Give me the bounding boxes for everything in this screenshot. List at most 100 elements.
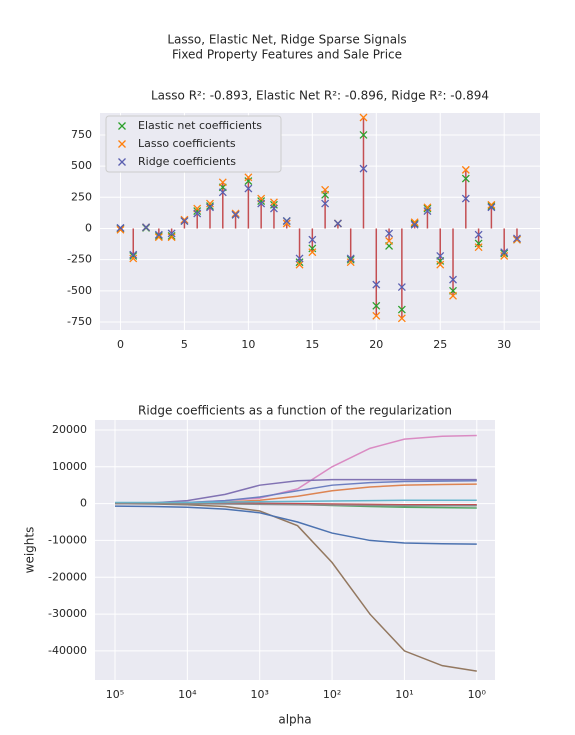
marker-stroke [449, 291, 457, 300]
chart-title: Lasso, Elastic Net, Ridge Sparse Signals [167, 33, 406, 47]
x-tick-label: 10⁵ [106, 688, 124, 701]
point-marker [359, 113, 368, 122]
marker-stroke [500, 248, 509, 257]
point-marker [269, 198, 278, 207]
point-marker [167, 229, 176, 238]
point-marker [129, 254, 138, 263]
marker-stroke [321, 185, 330, 194]
marker-stroke [397, 283, 406, 292]
marker-stroke [321, 199, 330, 208]
marker-stroke [436, 251, 445, 260]
marker-stroke [167, 233, 176, 242]
point-marker [206, 203, 214, 212]
point-marker [385, 236, 394, 245]
point-marker [449, 291, 457, 300]
marker-stroke [385, 236, 394, 245]
y-tick-label: 250 [71, 190, 92, 203]
y-tick-label: -750 [67, 315, 92, 328]
point-marker [257, 197, 266, 206]
x-tick-label: 10 [241, 338, 255, 351]
y-tick-label: 20000 [52, 423, 87, 436]
marker-stroke [359, 130, 368, 139]
legend-box [105, 115, 282, 173]
x-tick-label: 15 [305, 338, 319, 351]
marker-stroke [206, 199, 214, 208]
point-marker [500, 248, 509, 257]
marker-stroke [372, 280, 381, 289]
marker-stroke [257, 197, 266, 206]
point-marker [167, 233, 176, 242]
marker-stroke [500, 249, 509, 258]
marker-stroke [487, 203, 496, 212]
legend-label: Lasso coefficients [138, 137, 236, 150]
y-tick-label: 10000 [52, 460, 87, 473]
x-tick-label: 10¹ [395, 688, 413, 701]
point-marker [116, 223, 125, 232]
point-marker [410, 220, 419, 229]
x-tick-label: 10⁰ [468, 688, 487, 701]
point-marker [513, 235, 521, 244]
point-marker [295, 258, 304, 267]
point-marker [436, 251, 445, 260]
legend-marker [118, 140, 126, 148]
marker-stroke [295, 254, 304, 263]
line [114, 505, 477, 545]
point-marker [308, 248, 317, 257]
point-marker [321, 199, 330, 208]
point-marker [193, 207, 202, 215]
marker-stroke [180, 217, 189, 225]
point-marker [180, 215, 189, 224]
x-tick-label: 10⁴ [178, 688, 197, 701]
line [115, 499, 477, 504]
marker-stroke [474, 230, 483, 239]
marker-stroke [142, 223, 151, 232]
y-tick-label: 0 [85, 221, 92, 234]
x-axis-label: alpha [278, 713, 311, 727]
x-tick-label: 10³ [251, 688, 269, 701]
marker-stroke [269, 204, 278, 213]
marker-stroke [385, 229, 394, 238]
point-marker [116, 225, 125, 234]
point-marker [500, 251, 509, 260]
y-tick-label: -500 [67, 284, 92, 297]
point-marker [487, 202, 496, 210]
marker-stroke [436, 260, 445, 269]
marker-stroke [513, 234, 521, 243]
point-marker [500, 249, 509, 258]
marker-stroke [206, 202, 214, 210]
point-marker [423, 207, 432, 215]
marker-stroke [118, 122, 126, 130]
marker-stroke [461, 174, 470, 183]
marker-stroke [359, 164, 368, 173]
point-marker [129, 250, 138, 259]
point-marker [410, 219, 419, 228]
point-marker [269, 200, 278, 209]
point-marker [333, 219, 342, 228]
marker-stroke [257, 199, 266, 208]
point-marker [142, 223, 151, 232]
line [115, 502, 477, 507]
point-marker [180, 217, 189, 225]
y-tick-label: 0 [80, 497, 87, 510]
point-marker [167, 232, 176, 240]
marker-stroke [154, 230, 163, 239]
marker-stroke [474, 243, 483, 252]
marker-stroke [346, 258, 355, 267]
marker-stroke [269, 200, 278, 209]
marker-stroke [410, 220, 419, 229]
point-marker [244, 177, 253, 186]
marker-stroke [167, 232, 176, 240]
y-tick-label: -30000 [48, 607, 87, 620]
point-marker [231, 210, 240, 219]
marker-stroke [129, 250, 138, 259]
point-marker [129, 251, 138, 260]
point-marker [218, 178, 227, 187]
point-marker [231, 209, 240, 218]
marker-stroke [118, 140, 126, 148]
point-marker [206, 199, 214, 208]
legend-label: Ridge coefficients [138, 155, 236, 168]
marker-stroke [129, 251, 138, 260]
marker-stroke [295, 260, 304, 269]
chart-title: Ridge coefficients as a function of the … [138, 404, 452, 418]
point-marker [359, 164, 368, 173]
